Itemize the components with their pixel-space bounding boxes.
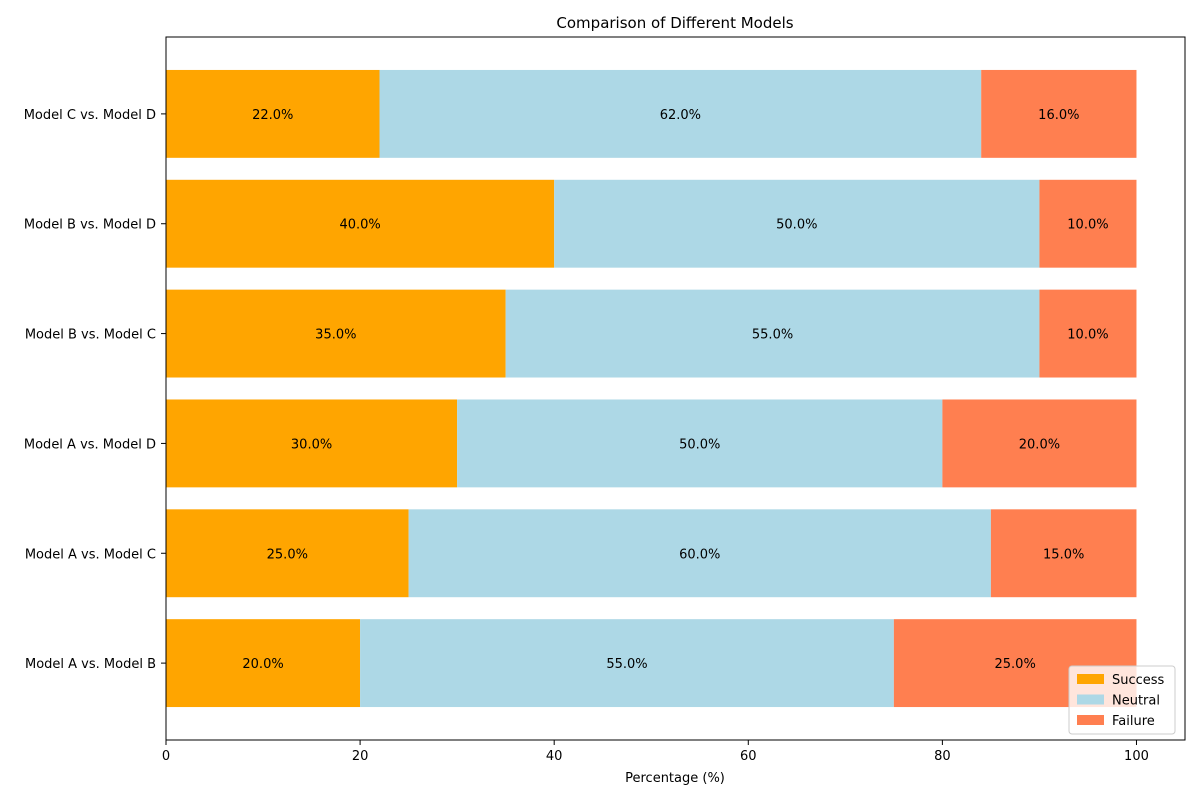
bar-failure-4	[1039, 179, 1137, 268]
data-label-success-0: 20.0%	[242, 657, 283, 672]
x-axis-label: Percentage (%)	[625, 771, 725, 786]
x-tick-label-5: 100	[1124, 749, 1149, 764]
y-tick-label-4: Model B vs. Model D	[24, 218, 156, 233]
data-label-success-1: 25.0%	[267, 547, 308, 562]
data-label-failure-4: 10.0%	[1067, 218, 1108, 233]
data-labels-group: 20.0% 55.0% 25.0% 25.0% 60.0% 15.0% 30.0% 50.0%…	[242, 108, 1108, 672]
bar-success-2	[166, 399, 458, 488]
data-label-failure-1: 15.0%	[1043, 547, 1084, 562]
bar-success-0	[166, 619, 361, 708]
data-label-neutral-4: 50.0%	[776, 218, 817, 233]
bar-neutral-1	[408, 509, 991, 598]
bar-success-1	[166, 509, 409, 598]
bar-success-4	[166, 179, 555, 268]
data-label-neutral-3: 55.0%	[752, 328, 793, 343]
bar-failure-5	[981, 69, 1137, 158]
data-label-failure-2: 20.0%	[1019, 437, 1060, 452]
bar-success-3	[166, 289, 506, 378]
data-label-neutral-2: 50.0%	[679, 437, 720, 452]
data-label-failure-5: 16.0%	[1038, 108, 1079, 123]
bar-neutral-0	[360, 619, 894, 708]
y-tick-label-1: Model A vs. Model C	[25, 547, 156, 562]
y-tick-label-0: Model A vs. Model B	[25, 657, 156, 672]
data-label-success-4: 40.0%	[339, 218, 380, 233]
x-tick-label-3: 60	[740, 749, 757, 764]
bar-failure-1	[990, 509, 1137, 598]
y-tick-label-2: Model A vs. Model D	[24, 437, 156, 452]
bar-success-5	[166, 69, 380, 158]
plot-area-frame	[165, 36, 1186, 741]
legend-label-neutral: Neutral	[1112, 694, 1160, 709]
data-label-failure-3: 10.0%	[1067, 328, 1108, 343]
legend-swatch-failure	[1077, 715, 1104, 725]
data-label-success-2: 30.0%	[291, 437, 332, 452]
bar-neutral-2	[457, 399, 943, 488]
bar-neutral-3	[505, 289, 1040, 378]
data-label-failure-0: 25.0%	[995, 657, 1036, 672]
bar-failure-2	[942, 399, 1137, 488]
data-label-success-3: 35.0%	[315, 328, 356, 343]
bar-failure-3	[1039, 289, 1137, 378]
x-axis: 0 20 40 60 80 100	[162, 740, 1149, 764]
data-label-success-5: 22.0%	[252, 108, 293, 123]
legend: Success Neutral Failure	[1068, 665, 1176, 735]
data-label-neutral-5: 62.0%	[660, 108, 701, 123]
x-tick-label-2: 40	[546, 749, 563, 764]
bars-group	[166, 69, 1137, 708]
legend-label-failure: Failure	[1112, 714, 1155, 729]
y-tick-label-3: Model B vs. Model C	[25, 328, 156, 343]
x-tick-label-1: 20	[352, 749, 369, 764]
data-label-neutral-1: 60.0%	[679, 547, 720, 562]
y-tick-label-5: Model C vs. Model D	[24, 108, 156, 123]
bar-neutral-4	[554, 179, 1040, 268]
x-tick-label-4: 80	[934, 749, 951, 764]
chart-title: Comparison of Different Models	[556, 14, 793, 32]
legend-swatch-neutral	[1077, 694, 1104, 705]
y-axis: Model A vs. Model B Model A vs. Model C Mo…	[24, 108, 166, 672]
bar-neutral-5	[379, 69, 982, 158]
x-tick-label-0: 0	[162, 749, 170, 764]
data-label-neutral-0: 55.0%	[606, 657, 647, 672]
legend-label-success: Success	[1112, 673, 1165, 688]
legend-swatch-success	[1077, 674, 1104, 684]
